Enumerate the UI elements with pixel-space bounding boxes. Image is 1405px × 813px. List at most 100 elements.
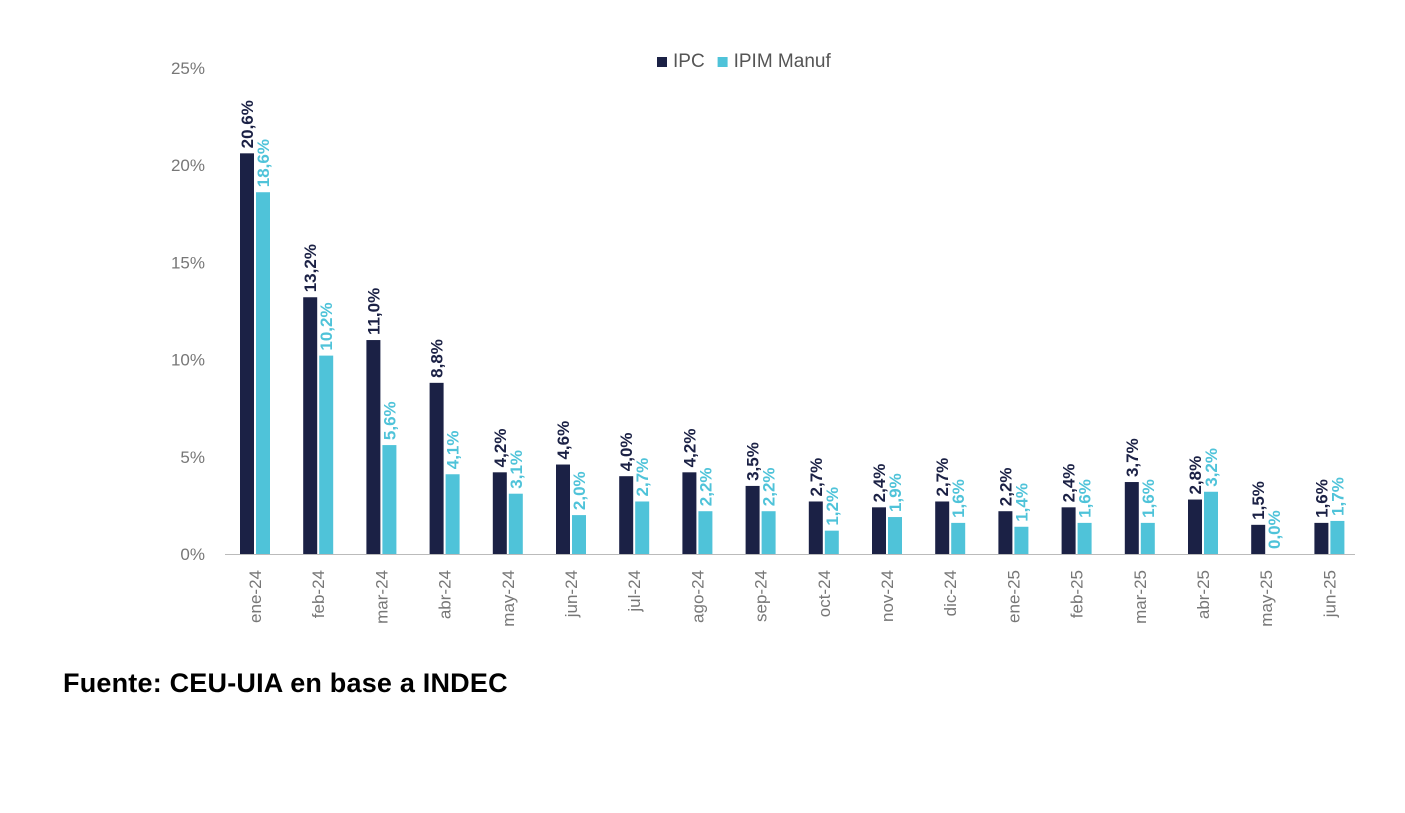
data-label-ipim-dic-24: 1,6%	[949, 479, 968, 518]
bar-ipc-may-24	[492, 472, 507, 554]
bar-ipc-mar-24	[366, 340, 381, 554]
bar-ipim-jun-25	[1330, 520, 1345, 554]
data-label-ipc-abr-25: 2,8%	[1186, 456, 1205, 495]
data-label-ipim-sep-24: 2,2%	[760, 467, 779, 506]
bar-ipc-dic-24	[935, 501, 950, 554]
data-label-ipc-ene-25: 2,2%	[996, 467, 1015, 506]
data-label-ipim-jun-24: 2,0%	[570, 471, 589, 510]
data-label-ipim-abr-24: 4,1%	[444, 431, 463, 470]
x-tick-label: jun-24	[562, 570, 581, 618]
data-label-ipc-oct-24: 2,7%	[807, 458, 826, 497]
x-tick-label: mar-24	[372, 570, 391, 624]
bar-ipc-feb-25	[1061, 507, 1076, 554]
x-tick-label: feb-24	[309, 570, 328, 618]
bar-ipc-ene-24	[240, 153, 254, 554]
legend-swatch-ipc	[657, 57, 667, 67]
bar-ipc-may-25	[1251, 524, 1266, 554]
x-tick-label: may-25	[1257, 570, 1276, 627]
x-tick-label: sep-24	[752, 570, 771, 622]
bar-ipim-sep-24	[761, 511, 776, 554]
data-label-ipc-dic-24: 2,7%	[933, 458, 952, 497]
data-label-ipc-jul-24: 4,0%	[617, 432, 636, 471]
data-label-ipim-jun-25: 1,7%	[1328, 477, 1347, 516]
data-label-ipc-jun-24: 4,6%	[554, 421, 573, 460]
legend-swatch-ipim-manuf	[717, 57, 728, 67]
y-tick-label: 5%	[180, 448, 205, 467]
x-tick-label: jun-25	[1320, 570, 1339, 618]
data-label-ipim-ene-25: 1,4%	[1012, 483, 1031, 522]
bar-ipim-mar-24	[382, 445, 397, 554]
y-tick-label: 25%	[171, 59, 205, 78]
bar-ipc-jun-25	[1314, 522, 1329, 554]
data-label-ipc-feb-24: 13,2%	[301, 244, 320, 292]
bar-ipim-mar-25	[1140, 522, 1155, 554]
x-tick-label: ene-24	[246, 570, 265, 623]
x-tick-label: feb-25	[1068, 570, 1087, 618]
data-label-ipc-feb-25: 2,4%	[1060, 464, 1079, 503]
y-tick-label: 0%	[180, 545, 205, 564]
x-tick-label: jul-24	[625, 570, 644, 613]
data-label-ipim-ago-24: 2,2%	[696, 467, 715, 506]
bar-ipim-jul-24	[635, 501, 650, 554]
x-tick-label: dic-24	[941, 570, 960, 616]
bar-ipim-oct-24	[824, 530, 839, 554]
bar-ipc-nov-24	[872, 507, 886, 554]
bar-ipc-mar-25	[1124, 482, 1139, 554]
bar-ipim-nov-24	[888, 517, 902, 554]
data-label-ipim-abr-25: 3,2%	[1202, 448, 1221, 487]
legend-label-ipc: IPC	[673, 51, 705, 72]
data-label-ipim-feb-25: 1,6%	[1076, 479, 1095, 518]
bar-ipc-oct-24	[808, 501, 823, 554]
data-label-ipc-may-25: 1,5%	[1249, 481, 1268, 520]
legend-label-ipim-manuf: IPIM Manuf	[734, 51, 832, 72]
data-label-ipim-may-24: 3,1%	[507, 450, 526, 489]
data-label-ipim-may-25: 0,0%	[1265, 510, 1284, 549]
data-label-ipc-nov-24: 2,4%	[870, 464, 889, 503]
y-tick-label: 10%	[171, 351, 205, 370]
data-label-ipim-mar-25: 1,6%	[1139, 479, 1158, 518]
data-label-ipc-mar-24: 11,0%	[364, 288, 383, 335]
data-label-ipc-ago-24: 4,2%	[680, 429, 699, 468]
bar-ipc-abr-25	[1188, 499, 1202, 554]
bar-ipc-abr-24	[429, 382, 444, 554]
bar-ipc-ene-25	[998, 511, 1013, 554]
x-tick-label: ene-25	[1004, 570, 1023, 623]
bar-ipim-abr-25	[1204, 491, 1218, 554]
bar-chart: 0% 5% 10% 15% 20% 25% IPC IPIM Manuf 20,6%18,6% e…	[171, 51, 1355, 627]
data-label-ipc-sep-24: 3,5%	[744, 442, 763, 481]
bar-ipim-ene-25	[1014, 526, 1029, 554]
bar-ipim-dic-24	[951, 522, 966, 554]
bar-ipim-abr-24	[445, 474, 460, 554]
bar-ipc-sep-24	[745, 485, 760, 554]
source-note: Fuente: CEU-UIA en base a INDEC	[63, 668, 508, 698]
x-tick-label: abr-25	[1194, 570, 1213, 619]
bar-ipc-feb-24	[303, 297, 318, 554]
bar-ipim-jun-24	[572, 515, 586, 554]
data-label-ipim-ene-24: 18,6%	[254, 139, 273, 187]
data-label-ipim-mar-24: 5,6%	[380, 401, 399, 440]
data-label-ipc-mar-25: 3,7%	[1123, 438, 1142, 477]
data-label-ipc-jun-25: 1,6%	[1312, 479, 1331, 518]
x-tick-label: mar-25	[1131, 570, 1150, 624]
bar-ipim-may-24	[508, 493, 523, 554]
data-label-ipim-nov-24: 1,9%	[886, 473, 905, 512]
bar-ipim-feb-25	[1077, 522, 1092, 554]
data-label-ipim-oct-24: 1,2%	[823, 487, 842, 526]
bar-ipc-jun-24	[556, 464, 570, 554]
x-tick-label: ago-24	[688, 570, 707, 623]
data-label-ipim-feb-24: 10,2%	[317, 302, 336, 350]
bar-ipim-ene-24	[256, 192, 270, 555]
y-tick-label: 15%	[171, 253, 205, 272]
x-tick-label: may-24	[499, 570, 518, 627]
x-tick-label: abr-24	[436, 570, 455, 619]
data-label-ipc-abr-24: 8,8%	[428, 339, 447, 378]
data-label-ipc-may-24: 4,2%	[491, 429, 510, 468]
bar-ipc-ago-24	[682, 472, 697, 554]
data-label-ipc-ene-24: 20,6%	[238, 100, 257, 148]
y-tick-label: 20%	[171, 156, 205, 175]
bar-ipc-jul-24	[619, 476, 634, 554]
bar-ipim-feb-24	[319, 355, 334, 554]
x-tick-label: oct-24	[815, 570, 834, 617]
x-tick-label: nov-24	[878, 570, 897, 622]
data-label-ipim-jul-24: 2,7%	[633, 458, 652, 497]
